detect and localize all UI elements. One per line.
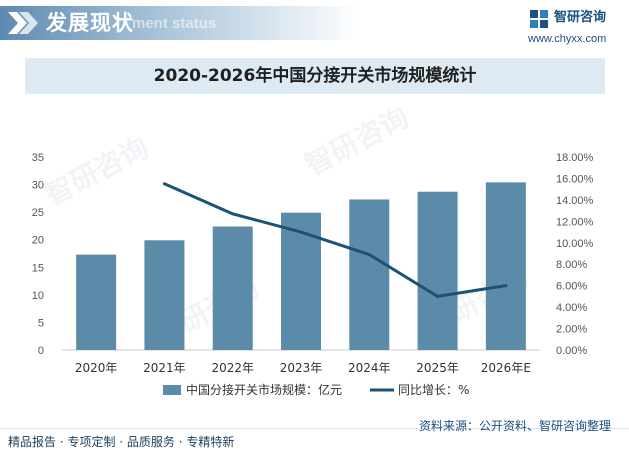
header-banner <box>0 6 360 40</box>
y-left-tick-label: 5 <box>38 317 44 329</box>
chevron-right-icon <box>8 12 38 34</box>
x-tick-label: 2024年 <box>348 361 391 375</box>
y-left-tick-label: 0 <box>38 345 44 357</box>
growth-point <box>367 253 371 257</box>
bar <box>485 182 526 350</box>
y-left-tick-label: 10 <box>32 290 44 302</box>
brand-logo-icon <box>530 10 548 28</box>
bar <box>76 254 117 350</box>
brand-url: www.chyxx.com <box>528 33 607 45</box>
footer: 精品报告 · 专项定制 · 品质服务 · 专精特新 资料来源：公开资料、智研咨询… <box>0 419 629 462</box>
growth-point <box>504 284 508 288</box>
x-tick-label: 2022年 <box>211 361 254 375</box>
y-right-tick-label: 6.00% <box>556 281 587 293</box>
growth-line <box>163 182 507 298</box>
legend-bar-swatch <box>163 385 181 395</box>
page-header: ment status 发展现状 智研咨询 www.chyxx.com <box>0 0 629 50</box>
brand: 智研咨询 www.chyxx.com <box>528 8 628 48</box>
y-right-tick-label: 2.00% <box>556 324 587 336</box>
y-right-tick-label: 18.00% <box>556 152 594 164</box>
growth-point <box>299 230 303 234</box>
y-right-tick-label: 14.00% <box>556 195 594 207</box>
x-tick-label: 2026年E <box>481 361 531 375</box>
x-tick-label: 2023年 <box>280 361 323 375</box>
y-left-tick-label: 20 <box>32 235 44 247</box>
growth-point <box>436 294 440 298</box>
footer-tagline: 精品报告 · 专项定制 · 品质服务 · 专精特新 <box>8 435 235 449</box>
chart-title: 2020-2026年中国分接开关市场规模统计 <box>153 66 477 86</box>
growth-point <box>231 212 235 216</box>
header-subtitle: ment status <box>132 15 217 32</box>
y-right-tick-label: 8.00% <box>556 259 587 271</box>
bar <box>144 240 185 350</box>
y-left-tick-label: 15 <box>32 262 44 274</box>
bar <box>212 226 253 350</box>
chart-title-box: 2020-2026年中国分接开关市场规模统计 <box>25 58 605 94</box>
y-right-tick-label: 4.00% <box>556 302 587 314</box>
y-right-tick-label: 12.00% <box>556 216 594 228</box>
legend-bar-label: 中国分接开关市场规模：亿元 <box>186 382 342 397</box>
y-left-tick-label: 25 <box>32 207 44 219</box>
bar <box>417 191 458 350</box>
y-left-tick-label: 30 <box>32 180 44 192</box>
x-tick-label: 2020年 <box>75 361 118 375</box>
brand-name: 智研咨询 <box>554 10 607 25</box>
y-right-tick-label: 16.00% <box>556 173 594 185</box>
y-right-tick-label: 0.00% <box>556 345 587 357</box>
x-tick-label: 2025年 <box>416 361 459 375</box>
growth-point <box>162 182 166 186</box>
source-note: 资料来源：公开资料、智研咨询整理 <box>418 419 611 433</box>
header-title: 发展现状 <box>46 11 134 35</box>
x-tick-label: 2021年 <box>143 361 186 375</box>
y-left-tick-label: 35 <box>32 152 44 164</box>
y-right-tick-label: 10.00% <box>556 238 594 250</box>
legend-line-label: 同比增长：% <box>398 383 469 397</box>
bar <box>349 199 390 350</box>
